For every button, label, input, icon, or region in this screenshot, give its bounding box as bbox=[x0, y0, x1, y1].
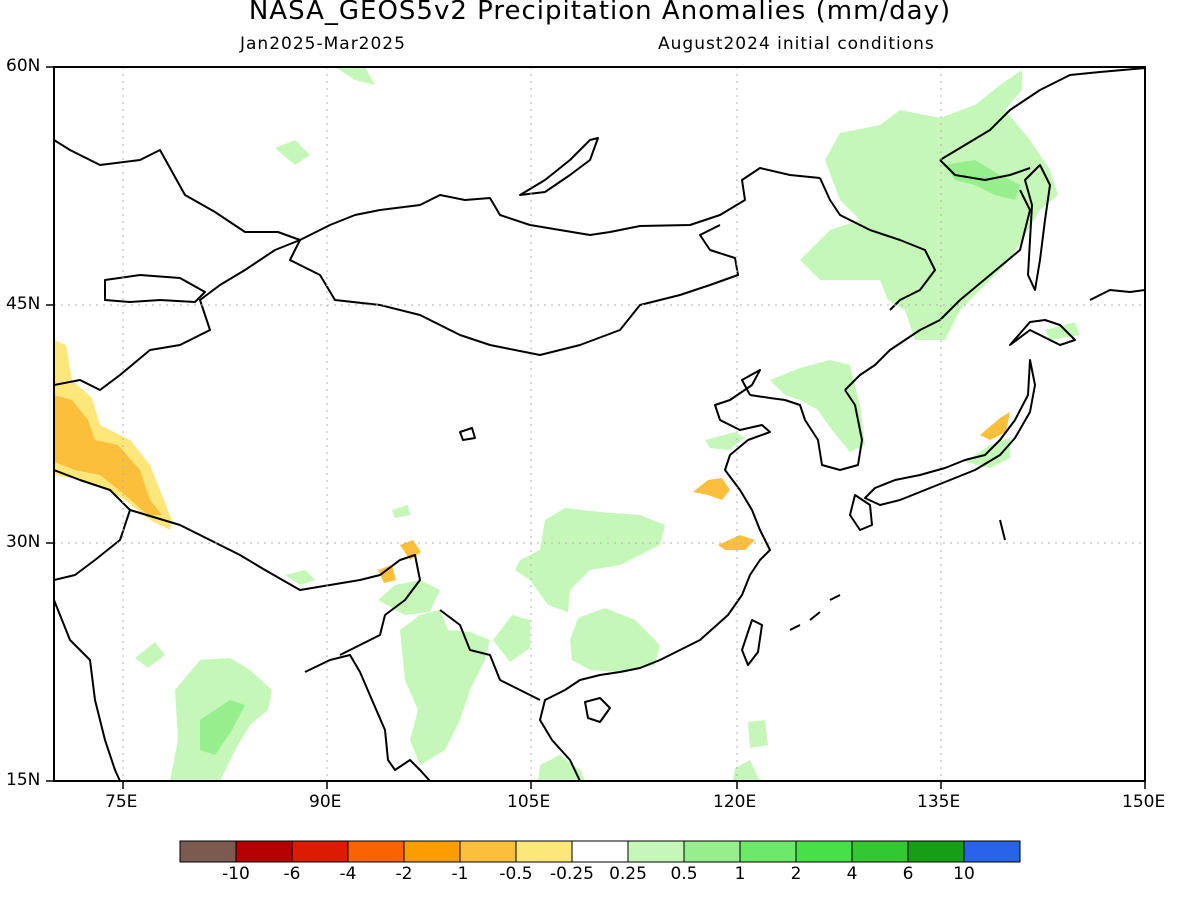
anomaly-wet-guangxi bbox=[493, 615, 530, 662]
colorbar-swatch bbox=[907, 840, 965, 863]
anomaly-dry-east-coast bbox=[718, 535, 755, 550]
colorbar-tick-label: 0.25 bbox=[609, 864, 647, 884]
anomaly-wet-tian-shan bbox=[285, 505, 410, 585]
anomaly-wet-india-core bbox=[200, 700, 245, 755]
anomaly-wet-korea bbox=[770, 360, 865, 452]
island-sakhalin bbox=[1024, 164, 1051, 291]
lake-qinghai bbox=[459, 427, 476, 441]
coast-china bbox=[564, 369, 771, 691]
border-amur bbox=[819, 177, 936, 311]
caspian-like-coast bbox=[104, 274, 206, 303]
lon-label-120e: 120E bbox=[713, 792, 757, 812]
colorbar-tick-label: 2 bbox=[790, 864, 802, 884]
colorbar-swatch bbox=[963, 840, 1021, 863]
island-hokkaido bbox=[1009, 319, 1076, 346]
colorbar bbox=[179, 840, 1021, 863]
island-small-1 bbox=[999, 519, 1006, 541]
colorbar-swatch bbox=[347, 840, 405, 863]
map-frame bbox=[53, 66, 1146, 782]
border-himalaya bbox=[129, 509, 421, 656]
anomaly-wet-sichuan bbox=[515, 508, 665, 612]
forecast-period: Jan2025-Mar2025 bbox=[240, 34, 406, 54]
coast-india bbox=[54, 599, 121, 781]
lon-label-150e: 150E bbox=[1122, 792, 1166, 812]
map-title: NASA_GEOS5v2 Precipitation Anomalies (mm… bbox=[248, 0, 952, 26]
anomaly-wet-okhotsk bbox=[800, 70, 1058, 340]
lon-label-75e: 75E bbox=[105, 792, 138, 812]
border-indochina bbox=[439, 609, 541, 701]
anomaly-dry-tibet bbox=[378, 540, 421, 583]
colorbar-tick-label: -1 bbox=[451, 864, 469, 884]
anomaly-wet-kalimantan bbox=[538, 755, 585, 781]
anomaly-wet-philippines bbox=[733, 720, 768, 781]
border-russia-mongolia bbox=[54, 139, 821, 241]
island-hainan bbox=[584, 697, 611, 723]
colorbar-swatch bbox=[235, 840, 293, 863]
coast-okhotsk-west bbox=[939, 159, 1031, 181]
colorbar-swatch bbox=[515, 840, 573, 863]
colorbar-swatch bbox=[459, 840, 517, 863]
lat-label-45n: 45N bbox=[6, 294, 41, 314]
island-taiwan bbox=[741, 619, 763, 666]
anomaly-dry-yangtze bbox=[693, 478, 730, 500]
anomaly-wet-yunnan bbox=[400, 610, 490, 765]
anomaly-wet-assam bbox=[378, 580, 440, 615]
colorbar-tick-label: 1 bbox=[734, 864, 746, 884]
anomaly-wet-south-china bbox=[570, 608, 660, 672]
colorbar-tick-label: -4 bbox=[339, 864, 357, 884]
anomaly-wet-japan bbox=[965, 322, 1080, 468]
colorbar-swatch bbox=[795, 840, 853, 863]
island-honshu bbox=[864, 359, 1036, 506]
border-india-pakistan bbox=[54, 469, 131, 581]
border-mongolia-china bbox=[289, 224, 739, 356]
colorbar-tick-label: 6 bbox=[902, 864, 914, 884]
island-kyushu bbox=[849, 494, 873, 531]
colorbar-swatch bbox=[403, 840, 461, 863]
lat-label-15n: 15N bbox=[6, 770, 41, 790]
coastlines-and-borders bbox=[54, 67, 1145, 781]
lat-label-30n: 30N bbox=[6, 532, 41, 552]
border-central-asia bbox=[54, 239, 301, 391]
colorbar-swatch bbox=[739, 840, 797, 863]
colorbar-swatch bbox=[179, 840, 237, 863]
lon-label-90e: 90E bbox=[309, 792, 342, 812]
anomaly-wet-yellow-sea bbox=[705, 432, 745, 450]
colorbar-swatch bbox=[291, 840, 349, 863]
coast-indochina bbox=[539, 689, 581, 781]
island-kuril bbox=[1089, 289, 1145, 301]
colorbar-swatch bbox=[627, 840, 685, 863]
colorbar-swatch bbox=[571, 840, 629, 863]
lon-label-135e: 135E bbox=[917, 792, 961, 812]
anomaly-shading bbox=[54, 67, 1080, 781]
lake-baikal bbox=[519, 137, 599, 196]
colorbar-tick-label: -10 bbox=[222, 864, 250, 884]
colorbar-tick-label: 4 bbox=[846, 864, 858, 884]
gridlines bbox=[54, 67, 1145, 781]
anomaly-dry-japan bbox=[980, 412, 1010, 440]
colorbar-swatch bbox=[851, 840, 909, 863]
lon-label-105e: 105E bbox=[507, 792, 551, 812]
coast-bay-of-bengal bbox=[304, 654, 431, 781]
colorbar-tick-label: -6 bbox=[283, 864, 301, 884]
anomaly-dry-afghanistan-core bbox=[54, 395, 162, 515]
colorbar-tick-label: 10 bbox=[953, 864, 975, 884]
initial-conditions: August2024 initial conditions bbox=[658, 34, 935, 54]
coast-primorye bbox=[844, 189, 1031, 391]
anomaly-wet-mongolia bbox=[275, 67, 375, 165]
colorbar-tick-label: -0.5 bbox=[499, 864, 533, 884]
colorbar-swatch bbox=[683, 840, 741, 863]
colorbar-tick-label: -0.25 bbox=[550, 864, 594, 884]
colorbar-tick-label: 0.5 bbox=[670, 864, 698, 884]
coast-okhotsk bbox=[939, 67, 1145, 161]
coast-korea bbox=[749, 389, 863, 471]
colorbar-tick-label: -2 bbox=[395, 864, 413, 884]
anomaly-wet-india-north bbox=[135, 642, 165, 668]
lat-label-60n: 60N bbox=[6, 56, 41, 76]
axis-ticks bbox=[46, 66, 1146, 789]
island-ryukyu bbox=[789, 594, 841, 631]
